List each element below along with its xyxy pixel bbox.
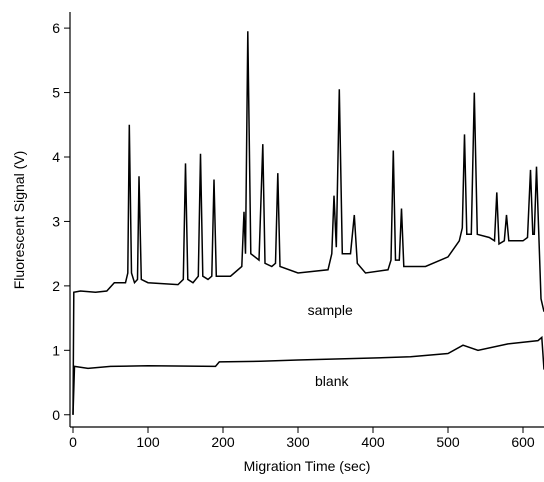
y-tick-label: 2 — [52, 278, 60, 294]
y-tick-label: 5 — [52, 85, 60, 101]
x-tick-label: 500 — [436, 434, 460, 450]
x-tick-label: 300 — [286, 434, 310, 450]
x-tick-label: 0 — [69, 434, 77, 450]
x-tick-label: 600 — [511, 434, 535, 450]
series-line — [72, 335, 544, 415]
x-axis-label: Migration Time (sec) — [244, 458, 371, 474]
y-tick-label: 6 — [52, 20, 60, 36]
series-line — [72, 31, 544, 415]
y-tick-label: 0 — [52, 407, 60, 423]
y-axis-label: Fluorescent Signal (V) — [11, 151, 27, 290]
x-tick-label: 100 — [136, 434, 160, 450]
y-tick-label: 1 — [52, 342, 60, 358]
series-label: blank — [315, 373, 349, 389]
y-tick-label: 3 — [52, 213, 60, 229]
x-tick-label: 200 — [211, 434, 235, 450]
x-tick-label: 400 — [361, 434, 385, 450]
series-label: sample — [308, 302, 353, 318]
y-tick-label: 4 — [52, 149, 60, 165]
